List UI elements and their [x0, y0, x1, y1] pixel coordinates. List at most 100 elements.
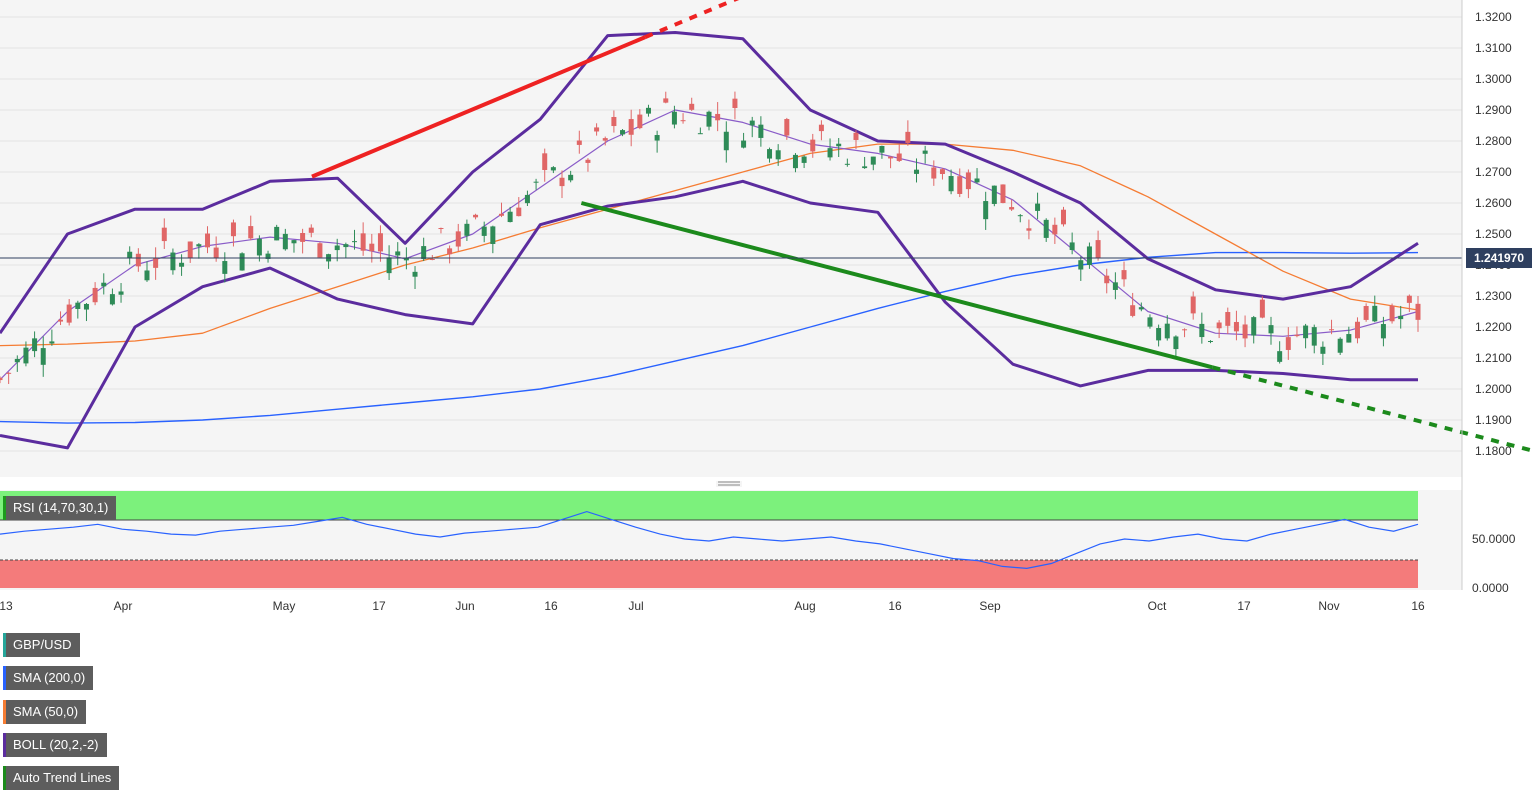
price-panel-background [0, 0, 1462, 477]
candle-body [542, 153, 548, 170]
candle-body [1216, 322, 1222, 329]
candle-body [377, 233, 383, 252]
candle-body [671, 111, 677, 125]
candle-body [862, 166, 868, 169]
candle-body [767, 149, 773, 159]
rsi-tick-label: 50.0000 [1472, 532, 1516, 546]
rsi-line [0, 510, 1419, 570]
x-tick-label: 16 [544, 599, 558, 613]
candle-body [689, 103, 695, 110]
candle-body [533, 181, 539, 183]
legend-swatch [3, 766, 6, 790]
candle-body [1000, 184, 1006, 204]
candle-body [0, 377, 3, 381]
current-price-tag: 1.241970 [1466, 248, 1532, 268]
candle-body [1138, 307, 1144, 310]
candle-body [991, 185, 997, 204]
candle-body [749, 120, 755, 126]
candle-body [914, 169, 920, 174]
candle-body [1009, 207, 1015, 210]
candle-body [429, 258, 435, 260]
candle-body [896, 153, 902, 161]
candle-body [931, 167, 937, 179]
y-tick-label: 1.2600 [1475, 196, 1512, 210]
candle-body [1329, 329, 1335, 331]
candle-body [481, 226, 487, 236]
candle-body [490, 226, 496, 244]
candle-body [965, 172, 971, 190]
candle-body [654, 135, 660, 141]
candle-body [1173, 336, 1179, 350]
candle-body [844, 163, 850, 165]
panel-resize-handle[interactable] [716, 481, 742, 487]
x-tick-label: Nov [1318, 599, 1339, 613]
chart-canvas: 1.3200 1.3100 1.3000 1.2900 1.2800 1.2700 1.26… [0, 0, 1536, 613]
candle-body [239, 253, 245, 271]
candle-body [256, 238, 262, 256]
candle-body [550, 167, 556, 171]
y-tick-label: 1.2300 [1475, 289, 1512, 303]
candle-body [1035, 203, 1041, 211]
candle-body [473, 214, 479, 218]
candle-body [758, 124, 764, 138]
candle-body [230, 222, 236, 237]
legend-item-gbpusd[interactable]: GBP/USD [3, 633, 80, 657]
candle-body [775, 150, 781, 160]
legend-item-boll[interactable]: BOLL (20,2,-2) [3, 733, 107, 757]
candle-body [611, 116, 617, 127]
candle-body [524, 194, 530, 204]
sma50-line [0, 143, 1419, 347]
trend-line-support [580, 201, 1213, 370]
candle-body [282, 233, 288, 250]
x-tick-label: 13 [0, 599, 13, 613]
candle-body [40, 348, 46, 365]
candle-body [853, 132, 859, 140]
candle-body [1251, 317, 1257, 336]
candle-body [680, 120, 686, 122]
legend-item-sma200[interactable]: SMA (200,0) [3, 666, 94, 690]
candle-body [196, 244, 202, 247]
candle-body [1104, 275, 1110, 284]
candle-body [248, 226, 254, 239]
x-tick-label: 16 [1411, 599, 1425, 613]
rsi-legend-item[interactable]: RSI (14,70,30,1) [3, 496, 117, 520]
candle-body [888, 156, 894, 159]
candle-body [1112, 282, 1118, 290]
candle-body [109, 294, 115, 305]
y-tick-label: 1.3100 [1475, 41, 1512, 55]
candle-body [222, 261, 228, 274]
rsi-overbought-zone [0, 491, 1418, 520]
candle-body [870, 156, 876, 165]
candle-body [645, 107, 651, 114]
legend-label: BOLL (20,2,-2) [13, 737, 99, 752]
candle-body [343, 244, 349, 248]
sma200-path [0, 251, 1419, 424]
x-tick-label: Sep [979, 599, 1001, 613]
candle-body [836, 143, 842, 147]
candle-body [352, 241, 357, 243]
candle-body [300, 233, 306, 242]
candle-body [1346, 334, 1352, 343]
legend-swatch [3, 733, 6, 757]
candle-body [1095, 240, 1101, 259]
legend-item-trendlines[interactable]: Auto Trend Lines [3, 766, 120, 790]
candle-body [403, 258, 409, 261]
boll-lower-band [0, 179, 1418, 450]
legend-item-sma50[interactable]: SMA (50,0) [3, 700, 87, 724]
y-tick-label: 1.3200 [1475, 10, 1512, 24]
candle-body [1121, 270, 1127, 280]
candle-body [1199, 323, 1205, 338]
candle-body [66, 304, 72, 323]
candle-body [1130, 305, 1136, 316]
candle-body [75, 302, 81, 309]
trend-line-resistance [311, 35, 646, 179]
candle-body [308, 227, 314, 233]
candle-body [637, 114, 643, 129]
y-tick-label: 1.2800 [1475, 134, 1512, 148]
boll-upper-band [0, 31, 1419, 335]
candle-body [49, 341, 55, 344]
candle-body [516, 207, 522, 217]
candle-body [1147, 317, 1153, 327]
candle-body [1043, 219, 1049, 238]
candle-body [801, 156, 807, 163]
